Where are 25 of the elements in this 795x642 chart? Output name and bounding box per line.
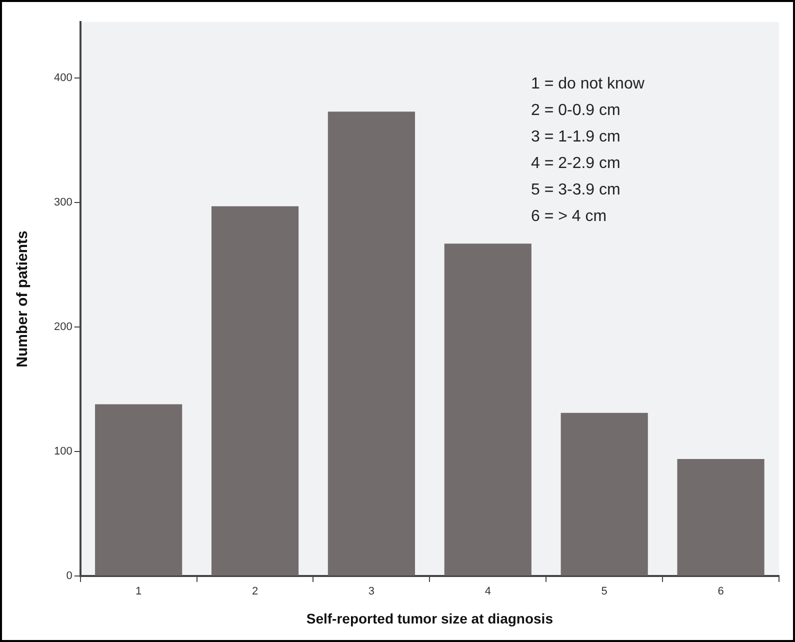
bar: [677, 458, 764, 576]
y-tick-label: 200: [54, 321, 72, 334]
y-tick-label: 0: [66, 570, 72, 582]
x-tick-label: 2: [252, 586, 258, 598]
x-tick-label: 5: [601, 586, 608, 598]
x-tick-label: 1: [136, 586, 142, 598]
annotation: 5 = 3-3.9 cm: [530, 181, 620, 198]
annotation: 1 = do not know: [530, 75, 645, 92]
annotation: 6 = > 4 cm: [530, 208, 607, 225]
x-tick-label: 6: [718, 586, 724, 598]
bar: [444, 244, 532, 576]
annotation: 4 = 2-2.9 cm: [530, 154, 620, 172]
bar: [95, 404, 182, 576]
annotation: 2 = 0-0.9 cm: [530, 102, 620, 119]
y-tick-label: 300: [54, 196, 72, 209]
bar: [211, 206, 299, 576]
annotation: 3 = 1-1.9 cm: [530, 128, 620, 146]
y-tick-label: 400: [54, 72, 72, 84]
x-tick-label: 4: [484, 586, 491, 598]
y-axis-title: Number of patients: [14, 230, 32, 368]
y-tick-label: 100: [54, 446, 72, 458]
x-tick-label: 3: [368, 586, 375, 598]
bar: [560, 412, 648, 576]
x-axis-title: Self-reported tumor size at diagnosis: [306, 610, 554, 626]
bar: [328, 112, 416, 576]
